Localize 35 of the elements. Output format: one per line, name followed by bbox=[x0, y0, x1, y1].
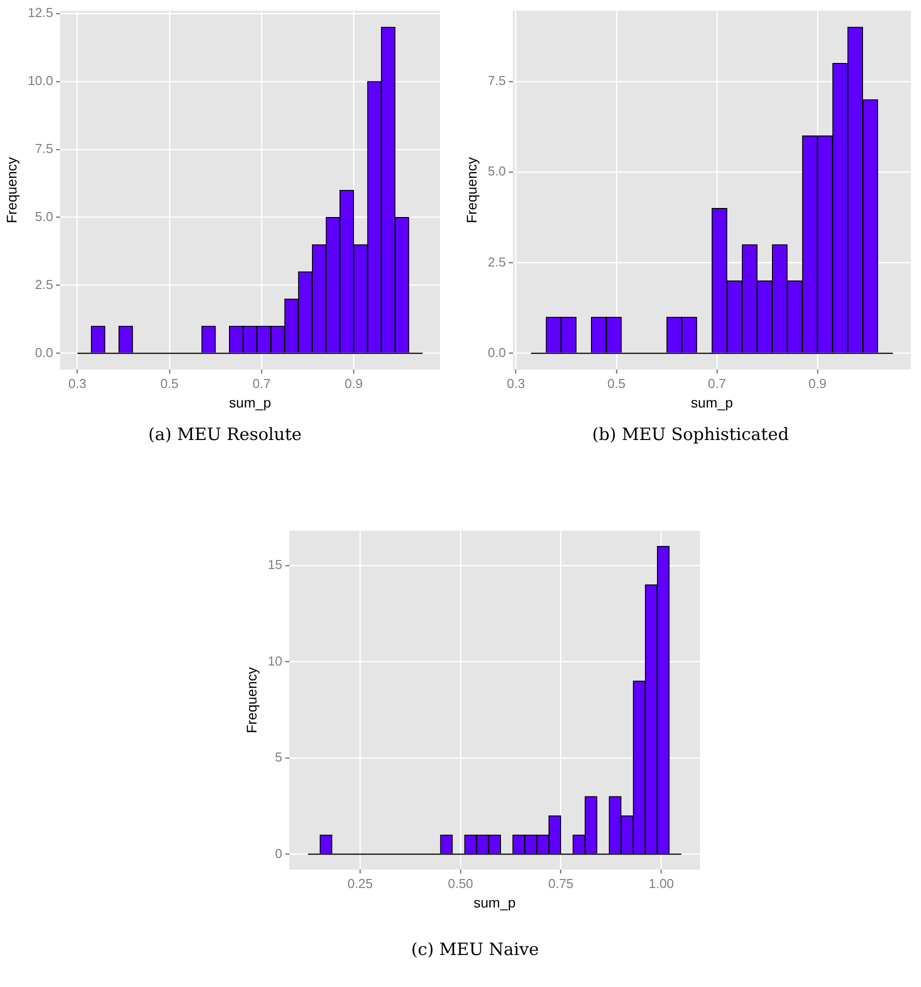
x-tick-label: 1.00 bbox=[648, 876, 674, 891]
x-tick-label: 0.9 bbox=[344, 376, 363, 391]
text: (b) MEU Sophisticated bbox=[591, 425, 790, 445]
x-tick-label: 0.50 bbox=[448, 876, 474, 891]
y-tick-label: 7.5 bbox=[35, 141, 54, 156]
x-tick-label: 0.9 bbox=[808, 376, 827, 391]
x-axis-title: sum_p bbox=[474, 894, 516, 910]
y-tick-label: 12.5 bbox=[28, 5, 54, 20]
y-axis-title: Frequency bbox=[463, 157, 480, 224]
y-tick-label: 7.5 bbox=[488, 73, 506, 88]
text: (a) MEU Resolute bbox=[147, 425, 303, 445]
y-axis-title: Frequency bbox=[3, 157, 20, 224]
x-tick-label: 0.7 bbox=[252, 376, 271, 391]
y-tick-label: 2.5 bbox=[35, 276, 54, 292]
y-tick-label: 0 bbox=[275, 846, 282, 861]
y-axis-title: Frequency bbox=[243, 667, 260, 734]
y-tick-label: 0.0 bbox=[488, 344, 506, 360]
text: (c) MEU Naive bbox=[410, 940, 540, 960]
x-tick-label: 0.5 bbox=[607, 376, 626, 391]
x-tick-label: 0.3 bbox=[68, 376, 86, 391]
y-tick-label: 2.5 bbox=[488, 254, 506, 270]
y-tick-label: 0.0 bbox=[35, 344, 54, 360]
y-tick-label: 10 bbox=[268, 653, 282, 668]
y-tick-label: 5.0 bbox=[488, 164, 506, 179]
x-axis-title: sum_p bbox=[229, 394, 272, 410]
x-tick-label: 0.75 bbox=[548, 876, 574, 891]
x-tick-label: 0.25 bbox=[347, 876, 373, 891]
x-axis-title: sum_p bbox=[690, 394, 734, 410]
x-tick-label: 0.7 bbox=[708, 376, 726, 391]
y-tick-label: 5 bbox=[275, 750, 282, 765]
x-tick-label: 0.3 bbox=[506, 376, 525, 391]
y-tick-label: 15 bbox=[268, 557, 282, 572]
y-tick-label: 10.0 bbox=[28, 73, 54, 88]
x-tick-label: 0.5 bbox=[160, 376, 179, 391]
y-tick-label: 5.0 bbox=[35, 208, 54, 224]
